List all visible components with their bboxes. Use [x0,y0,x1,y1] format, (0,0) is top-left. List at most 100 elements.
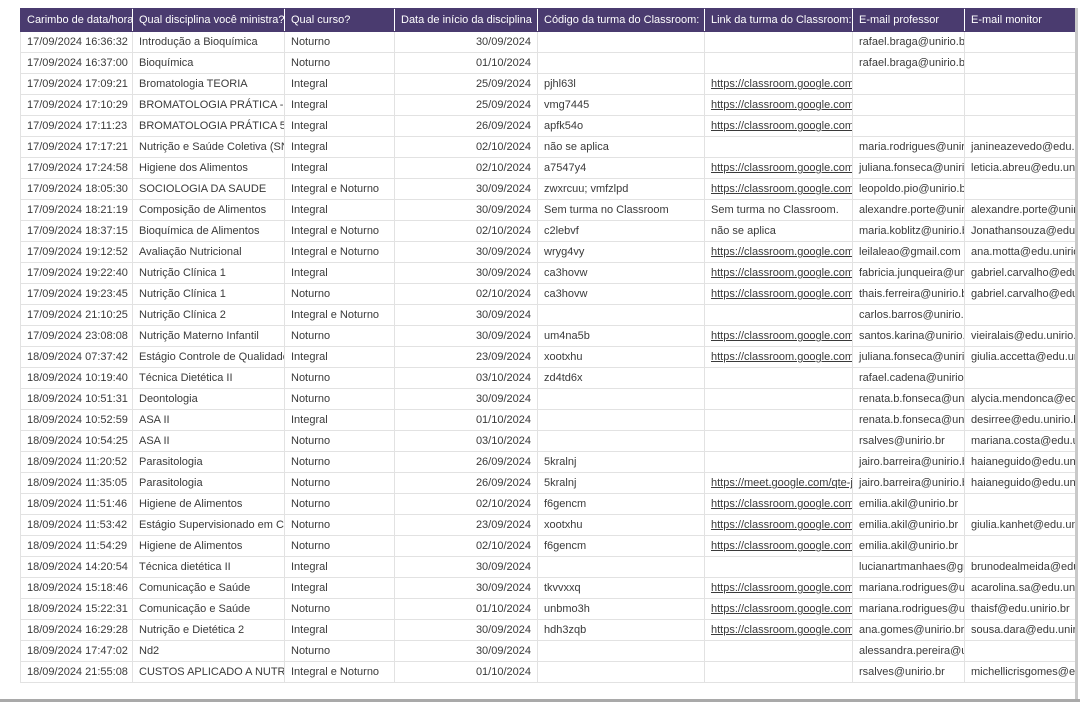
table-cell: Integral [284,619,395,641]
table-cell: Integral e Noturno [284,304,395,326]
table-cell: 18/09/2024 14:20:54 [20,556,133,578]
classroom-link-cell[interactable]: https://classroom.google.com/c/N [704,283,853,305]
table-cell: 17/09/2024 17:11:23 [20,115,133,137]
table-cell: Integral [284,73,395,95]
table-cell: sousa.dara@edu.unirio.b [964,619,1076,641]
table-row: 17/09/2024 23:08:08 Nutrição Materno Infa… [20,325,1076,347]
table-cell: haianeguido@edu.unirio. [964,472,1076,494]
table-cell: Noturno [284,514,395,536]
table-cell [964,115,1076,137]
classroom-link-cell[interactable]: https://classroom.google.com/c/N [704,598,853,620]
table-cell: Comunicação e Saúde [132,598,285,620]
table-cell [964,535,1076,557]
classroom-link-cell[interactable]: https://classroom.google.com/u/1 [704,493,853,515]
table-cell: SOCIOLOGIA DA SAUDE [132,178,285,200]
table-cell [964,640,1076,662]
table-cell [852,94,965,116]
table-cell: Noturno [284,388,395,410]
table-cell: 18/09/2024 10:19:40 [20,367,133,389]
table-cell [964,367,1076,389]
table-cell [704,409,853,431]
table-cell: 30/09/2024 [394,262,538,284]
table-cell: desirree@edu.unirio.br [964,409,1076,431]
table-cell: mariana.costa@edu.unir [964,430,1076,452]
table-cell: Bromatologia TEORIA [132,73,285,95]
table-cell: 17/09/2024 17:10:29 [20,94,133,116]
table-cell: 30/09/2024 [394,556,538,578]
classroom-link-cell[interactable]: https://classroom.google.com/c/N [704,73,853,95]
table-cell: CUSTOS APLICADO A NUTRIÇÃO [132,661,285,683]
table-cell: Nutrição e Saúde Coletiva (SNP005 [132,136,285,158]
classroom-link-cell[interactable]: https://meet.google.com/qte-jtcb-v [704,472,853,494]
classroom-link-cell[interactable]: https://classroom.google.com/c/N [704,157,853,179]
table-cell: 30/09/2024 [394,178,538,200]
table-cell: Jonathansouza@edu.unir [964,220,1076,242]
table-cell: thais.ferreira@unirio.br [852,283,965,305]
classroom-link-cell[interactable]: https://classroom.google.com/c/N [704,325,853,347]
classroom-link-cell[interactable]: https://classroom.google.com/c/N [704,262,853,284]
table-cell: thaisf@edu.unirio.br [964,598,1076,620]
table-row: 17/09/2024 17:11:23 BROMATOLOGIA PRÁTICA … [20,115,1076,137]
table-cell [704,31,853,53]
classroom-link-cell[interactable]: https://classroom.google.com/c/N [704,619,853,641]
classroom-link-cell[interactable]: https://classroom.google.com/c/N [704,346,853,368]
table-cell: 02/10/2024 [394,493,538,515]
table-cell: 18/09/2024 11:53:42 [20,514,133,536]
table-cell: 17/09/2024 17:09:21 [20,73,133,95]
table-cell: 18/09/2024 11:20:52 [20,451,133,473]
classroom-link-cell[interactable]: https://classroom.google.com/c/N [704,577,853,599]
table-cell [537,556,705,578]
table-cell: Integral [284,556,395,578]
table-cell: 23/09/2024 [394,514,538,536]
table-cell: a7547y4 [537,157,705,179]
column-header: Código da turma do Classroom: [537,8,705,32]
table-cell: Noturno [284,325,395,347]
table-cell [852,115,965,137]
table-cell: xootxhu [537,514,705,536]
table-cell: 02/10/2024 [394,220,538,242]
table-row: 18/09/2024 07:37:42 Estágio Controle de Q… [20,346,1076,368]
table-cell: Noturno [284,451,395,473]
table-row: 17/09/2024 18:05:30 SOCIOLOGIA DA SAUDE In… [20,178,1076,200]
table-cell: juliana.fonseca@unirio.b [852,346,965,368]
table-cell: alexandre.porte@unirio.b [852,199,965,221]
classroom-link-cell[interactable]: https://classroom.google.com/c/N [704,535,853,557]
table-cell: ASA II [132,430,285,452]
table-cell: 30/09/2024 [394,241,538,263]
classroom-link-cell[interactable]: https://classroom.google.com/c/N [704,94,853,116]
table-cell: Higiene dos Alimentos [132,157,285,179]
table-row: 17/09/2024 19:23:45 Nutrição Clínica 1 Not… [20,283,1076,305]
classroom-link-cell[interactable]: https://classroom.google.com/c/N [704,514,853,536]
table-row: 18/09/2024 11:35:05 Parasitologia Noturno 2… [20,472,1076,494]
classroom-link-cell[interactable]: https://classroom.google.com/c/N [704,115,853,137]
table-row: 17/09/2024 21:10:25 Nutrição Clínica 2 Int… [20,304,1076,326]
table-cell: f6gencm [537,493,705,515]
table-cell: rafael.braga@unirio.br [852,52,965,74]
table-cell: pjhl63l [537,73,705,95]
table-cell: 26/09/2024 [394,451,538,473]
table-cell: 17/09/2024 21:10:25 [20,304,133,326]
table-cell: gabriel.carvalho@edu.un [964,262,1076,284]
table-cell [964,73,1076,95]
table-cell [704,640,853,662]
table-cell: 18/09/2024 16:29:28 [20,619,133,641]
table-cell: wryg4vy [537,241,705,263]
table-cell: Integral e Noturno [284,178,395,200]
table-cell [537,52,705,74]
table-cell: Noturno [284,535,395,557]
table-cell: Integral [284,94,395,116]
table-row: 18/09/2024 11:20:52 Parasitologia Noturno 2… [20,451,1076,473]
table-cell: não se aplica [537,136,705,158]
table-row: 17/09/2024 18:21:19 Composição de Aliment… [20,199,1076,221]
classroom-link-cell[interactable]: https://classroom.google.com/c/N [704,178,853,200]
table-cell [704,556,853,578]
column-header: Qual disciplina você ministra? [132,8,285,32]
table-cell: Bioquímica de Alimentos [132,220,285,242]
table-cell: Noturno [284,430,395,452]
table-cell: Parasitologia [132,451,285,473]
classroom-link-cell[interactable]: https://classroom.google.com/c/N [704,241,853,263]
table-row: 17/09/2024 16:37:00 Bioquímica Noturno 01/1… [20,52,1076,74]
table-cell: acarolina.sa@edu.unirio. [964,577,1076,599]
table-cell: Integral e Noturno [284,220,395,242]
table-row: 18/09/2024 10:19:40 Técnica Dietética II N… [20,367,1076,389]
